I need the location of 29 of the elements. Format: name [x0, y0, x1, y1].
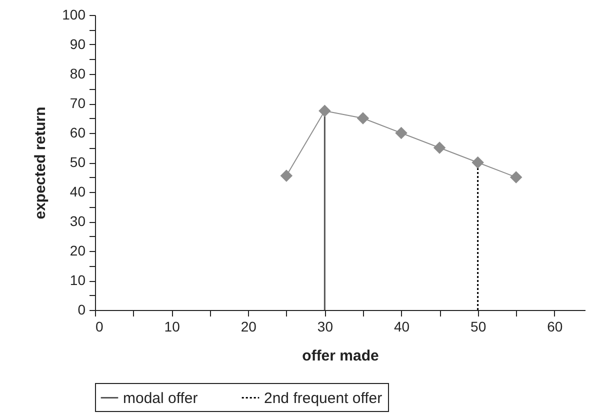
y-tick-label: 80: [70, 66, 86, 82]
point: [472, 156, 484, 169]
y-tick-label: 60: [70, 124, 86, 140]
x-tick-label: 30: [317, 318, 334, 334]
legend-label: 2nd frequent offer: [264, 390, 382, 407]
y-tick-label: 30: [70, 213, 86, 229]
y-tick-label: 20: [70, 242, 86, 258]
legend-label: modal offer: [123, 390, 198, 407]
y-tick-label: 70: [70, 95, 86, 111]
point: [318, 104, 331, 117]
x-tick-label: 50: [470, 318, 486, 334]
x-tick-label: 10: [164, 318, 180, 334]
y-tick-label: 90: [70, 36, 86, 52]
x-axis-title: offer made: [302, 348, 379, 364]
y-tick-label: 40: [70, 184, 86, 200]
point: [433, 142, 446, 154]
point: [356, 112, 370, 124]
point: [395, 126, 408, 140]
y-tick-label: 10: [70, 272, 86, 288]
point: [280, 170, 293, 182]
x-tick-label: 40: [394, 318, 410, 334]
x-tick-label: 0: [96, 318, 104, 334]
x-tick-label: 60: [547, 318, 563, 334]
y-tick-label: 0: [78, 302, 86, 318]
point: [510, 171, 522, 184]
x-tick-label: 20: [240, 318, 257, 334]
y-tick-label: 100: [62, 6, 86, 22]
y-tick-label: 50: [70, 154, 86, 170]
y-axis-title: expected return: [32, 106, 50, 220]
